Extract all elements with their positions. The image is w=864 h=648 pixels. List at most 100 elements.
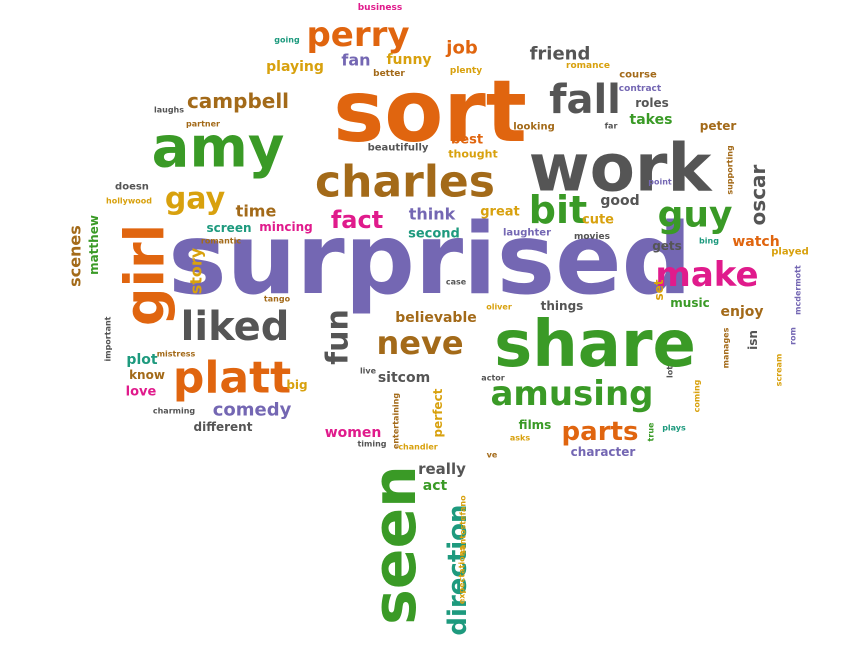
cloud-word: looking [513, 122, 555, 133]
cloud-word: plot [126, 352, 157, 368]
cloud-word: campbell [187, 89, 289, 113]
cloud-word: parts [562, 417, 639, 447]
cloud-word: different [194, 420, 253, 434]
cloud-word: manages [722, 327, 731, 368]
cloud-word: make [655, 255, 758, 295]
cloud-word: think [409, 205, 456, 224]
cloud-word: chandler [398, 443, 437, 452]
cloud-word: act [423, 478, 448, 494]
cloud-word: films [519, 418, 552, 432]
cloud-word: perfect [431, 388, 445, 437]
cloud-word: supporting [726, 145, 735, 195]
cloud-word: oscar [746, 164, 770, 225]
cloud-word: share [494, 308, 696, 382]
cloud-word: takes [630, 112, 673, 128]
cloud-word: music [670, 296, 709, 310]
cloud-word: plays [662, 424, 686, 433]
cloud-word: liked [181, 304, 290, 350]
cloud-word: screen [207, 221, 252, 235]
cloud-word: surprised [168, 203, 691, 317]
cloud-word: know [129, 368, 165, 382]
cloud-word: big [286, 378, 307, 392]
cloud-word: really [418, 460, 466, 478]
cloud-word: point [648, 178, 672, 187]
cloud-word: fall [549, 77, 621, 123]
cloud-word: coming [693, 379, 702, 412]
cloud-word: business [358, 3, 403, 13]
cloud-word: direction [443, 504, 473, 635]
cloud-word: tango [264, 295, 291, 304]
cloud-word: job [445, 38, 478, 59]
cloud-word: santostefano [459, 495, 468, 555]
cloud-word: character [571, 445, 636, 459]
cloud-word: great [480, 205, 520, 220]
cloud-word: seen [360, 465, 430, 625]
cloud-word: lot [666, 366, 675, 378]
cloud-word: laughs [154, 106, 184, 115]
cloud-word: sort [333, 62, 527, 162]
cloud-word: contract [619, 84, 662, 94]
cloud-word: live [360, 367, 377, 376]
cloud-word: isn [746, 330, 760, 350]
cloud-word: fun [321, 309, 356, 365]
cloud-word: charming [153, 407, 196, 416]
cloud-word: matthew [87, 215, 101, 275]
cloud-word: friend [530, 44, 591, 65]
cloud-word: doesn [115, 182, 149, 193]
cloud-word: far [605, 122, 618, 131]
cloud-word: peter [700, 119, 737, 133]
cloud-word: time [236, 202, 277, 221]
cloud-word: partner [186, 120, 220, 129]
cloud-word: case [446, 278, 467, 287]
cloud-word: cute [582, 213, 614, 228]
cloud-word: fact [331, 206, 383, 234]
cloud-word: women [325, 425, 382, 441]
cloud-word: hollywood [106, 197, 152, 206]
cloud-word: good [600, 193, 639, 209]
cloud-word: funny [386, 52, 431, 68]
cloud-word: rom [789, 327, 798, 345]
cloud-word: actor [481, 374, 504, 383]
cloud-word: course [619, 70, 657, 81]
cloud-word: thought [448, 148, 497, 161]
cloud-word: story [187, 247, 206, 294]
cloud-word: gets [652, 239, 682, 253]
cloud-word: work [529, 130, 714, 207]
cloud-word: amy [152, 116, 285, 181]
cloud-word: bit [529, 188, 587, 232]
cloud-word: bing [699, 237, 719, 246]
cloud-word: best [451, 133, 483, 148]
cloud-word: set [652, 279, 666, 300]
cloud-word: going [274, 36, 300, 45]
cloud-word: comedy [213, 400, 292, 421]
cloud-word: ve [487, 451, 498, 460]
cloud-word: love [126, 385, 157, 400]
cloud-word: beautifully [368, 143, 429, 154]
cloud-word: timing [357, 440, 386, 449]
cloud-word: romantic [201, 237, 241, 246]
cloud-word: laughter [503, 228, 551, 239]
cloud-word: charles [315, 157, 495, 208]
cloud-word: mincing [259, 220, 313, 234]
cloud-word: believable [395, 310, 477, 326]
cloud-word: expectations [458, 546, 467, 604]
cloud-word: mcdermott [794, 265, 803, 315]
cloud-word: guy [658, 195, 733, 236]
cloud-word: plenty [450, 66, 482, 76]
cloud-word: things [541, 299, 584, 313]
cloud-word: roles [635, 96, 669, 110]
cloud-word: amusing [490, 374, 653, 414]
cloud-word: neve [376, 324, 463, 362]
cloud-word: played [771, 247, 809, 258]
cloud-word: oliver [486, 303, 512, 312]
cloud-word: girl [114, 224, 177, 326]
cloud-word: perry [306, 15, 409, 55]
cloud-word: romance [566, 61, 610, 71]
cloud-word: important [104, 316, 113, 361]
cloud-word: fan [341, 51, 370, 70]
cloud-word: playing [266, 59, 324, 75]
cloud-word: sitcom [378, 370, 430, 386]
cloud-word: better [373, 69, 405, 79]
cloud-word: true [647, 422, 656, 441]
